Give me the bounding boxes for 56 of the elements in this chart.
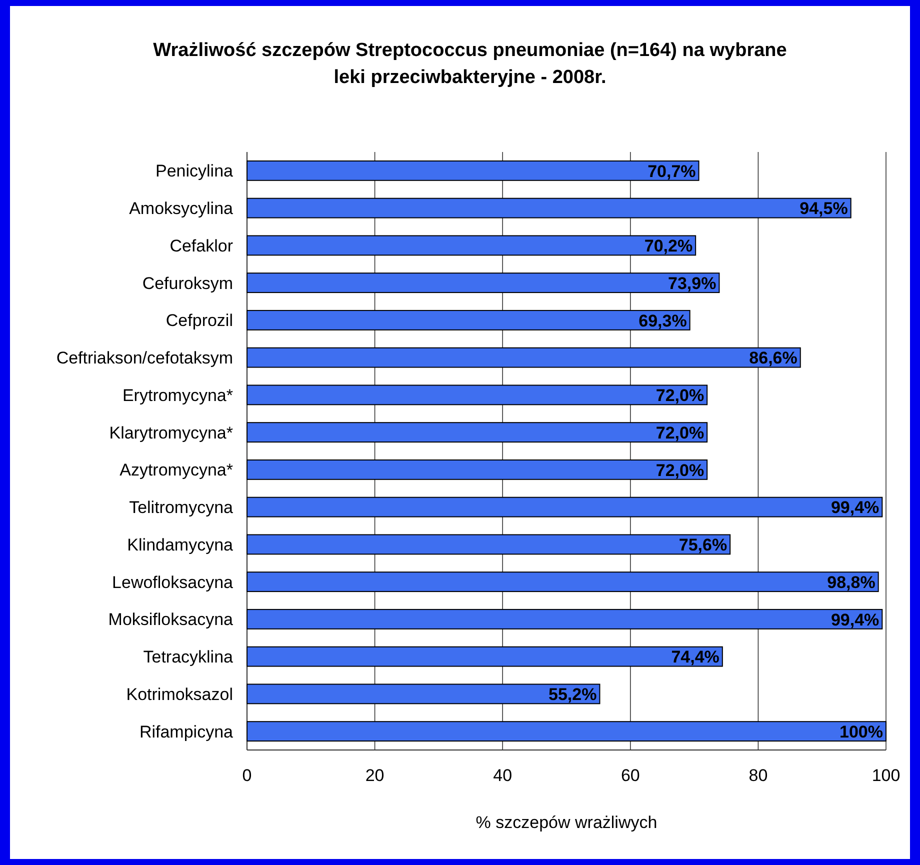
y-tick-label: Azytromycyna* [120, 460, 234, 480]
bar [246, 534, 731, 555]
y-tick-label: Tetracyklina [143, 648, 234, 667]
y-tick-label: Cefprozil [166, 311, 233, 330]
y-tick-label: Kotrimoksazol [126, 684, 233, 704]
y-tick-label: Cefuroksym [142, 274, 233, 293]
data-label: 99,4% [830, 610, 880, 630]
data-label: 70,2% [644, 236, 693, 256]
chart-title: Wrażliwość szczepów Streptococcus pneumoniae (n=164) na wybrane leki przeciwbakteryjne - 2008r. [153, 40, 787, 88]
data-label: 100% [840, 722, 883, 742]
data-label: 72,0% [656, 386, 704, 406]
x-tick-label: 80 [748, 766, 768, 785]
bar [246, 646, 723, 667]
bar [246, 459, 708, 480]
x-tick-label: 20 [365, 766, 384, 785]
data-label: 99,4% [830, 498, 880, 518]
bar [246, 496, 883, 518]
x-axis-title: % szczepów wrażliwych [476, 813, 658, 832]
x-tick-label: 40 [493, 766, 512, 785]
data-label: 86,6% [749, 348, 798, 368]
data-label: 72,0% [656, 423, 704, 442]
bar [246, 384, 708, 406]
x-tick-label: 60 [620, 766, 640, 785]
y-tick-label: Moksifloksacyna [108, 610, 234, 630]
data-label: 75,6% [678, 536, 728, 555]
y-tick-label: Klarytromycyna* [109, 423, 234, 442]
bar [246, 608, 883, 630]
y-tick-label: Ceftriakson/cefotaksym [56, 348, 233, 368]
bar [246, 572, 879, 592]
data-label: 98,8% [827, 572, 876, 592]
x-tick-label: 100 [872, 766, 900, 785]
y-tick-label: Telitromycyna [129, 498, 234, 518]
bar [246, 422, 708, 443]
data-label: 70,7% [648, 162, 696, 181]
data-label: 74,4% [671, 648, 720, 667]
bar [246, 272, 720, 294]
data-label: 72,0% [656, 460, 704, 480]
y-tick-label: Penicylina [156, 162, 234, 181]
bar [246, 160, 700, 181]
data-label: 94,5% [800, 199, 848, 218]
data-label: 73,9% [668, 274, 716, 293]
x-tick-label: 0 [242, 766, 252, 785]
bar [246, 235, 696, 256]
y-tick-label: Erytromycyna* [122, 386, 234, 405]
y-tick-label: Rifampicyna [139, 722, 234, 742]
bar [246, 198, 852, 218]
y-tick-label: Amoksycylina [129, 199, 234, 218]
y-tick-label: Lewofloksacyna [112, 572, 234, 592]
y-tick-label: Cefaklor [170, 236, 234, 256]
data-label: 69,3% [638, 311, 687, 330]
bar [246, 721, 886, 742]
bar [246, 347, 801, 368]
y-tick-label: Klindamycyna [127, 535, 234, 554]
bar [246, 684, 600, 704]
bar [246, 310, 690, 330]
data-label: 55,2% [548, 685, 597, 704]
